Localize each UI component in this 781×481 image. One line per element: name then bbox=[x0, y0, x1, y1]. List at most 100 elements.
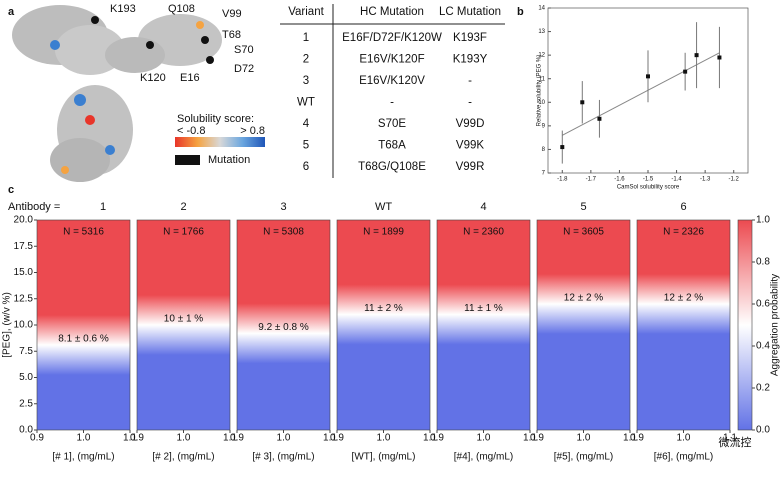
n-label: N = 2360 bbox=[463, 227, 504, 238]
table-cell: V99R bbox=[456, 161, 485, 173]
panel-label: c bbox=[8, 184, 14, 196]
heatmap-panel bbox=[36, 219, 131, 431]
panel-label: b bbox=[517, 6, 524, 18]
x-tick-label: 1.0 bbox=[177, 433, 191, 444]
x-tick-label: 0.9 bbox=[330, 433, 344, 444]
x-tick-label: 0.9 bbox=[630, 433, 644, 444]
panel-title: 3 bbox=[280, 201, 286, 213]
table-cell: 6 bbox=[303, 161, 309, 173]
heatmap-panel bbox=[136, 219, 231, 431]
value-label: 10 ± 1 % bbox=[164, 314, 204, 325]
x-axis-label: [# 2], (mg/mL) bbox=[152, 452, 214, 463]
point bbox=[646, 74, 650, 79]
x-tick-label: 1.1 bbox=[623, 433, 637, 444]
y-tick-label: 5.0 bbox=[19, 372, 33, 383]
point bbox=[560, 145, 565, 150]
residue-label: Q108 bbox=[168, 3, 195, 15]
table-cell: S70E bbox=[378, 118, 406, 130]
y-tick-label: 12 bbox=[538, 53, 545, 59]
panel-title: WT bbox=[375, 201, 392, 213]
x-tick-label: 0.9 bbox=[30, 433, 44, 444]
legend-title: Solubility score: bbox=[177, 113, 254, 125]
table-cell: E16V/K120V bbox=[359, 75, 425, 87]
y-tick-label: 11 bbox=[539, 76, 546, 82]
y-tick-label: 0.0 bbox=[19, 425, 33, 436]
value-label: 8.1 ± 0.6 % bbox=[58, 334, 109, 345]
x-tick-label: 1.0 bbox=[377, 433, 391, 444]
colorbar bbox=[737, 219, 753, 431]
value-label: 12 ± 2 % bbox=[564, 293, 604, 304]
x-tick-label: 1.0 bbox=[577, 433, 591, 444]
y-tick-label: 7.5 bbox=[19, 346, 33, 357]
table-header: Variant bbox=[288, 6, 324, 18]
value-label: 11 ± 2 % bbox=[364, 303, 403, 314]
residue-label: K120 bbox=[140, 72, 166, 84]
x-axis-label: [WT], (mg/mL) bbox=[352, 452, 416, 463]
x-tick-label: 1.1 bbox=[723, 433, 737, 444]
table-cell: - bbox=[468, 75, 472, 87]
x-axis-label: [#5], (mg/mL) bbox=[554, 452, 613, 463]
residue-label: V99 bbox=[222, 8, 242, 20]
panel-title: 2 bbox=[180, 201, 186, 213]
point bbox=[597, 116, 602, 121]
y-tick-label: 20.0 bbox=[14, 215, 34, 226]
table-cell: K193F bbox=[453, 32, 487, 44]
x-tick-label: 0.9 bbox=[230, 433, 244, 444]
heatmap-panel bbox=[636, 219, 731, 431]
colorbar-tick-label: 0.4 bbox=[756, 341, 770, 352]
x-tick-label: 1.0 bbox=[677, 433, 691, 444]
table-cell: V99K bbox=[456, 140, 484, 152]
y-tick-label: 13 bbox=[538, 29, 545, 35]
x-tick-label: -1.8 bbox=[557, 177, 568, 183]
colorbar-tick-label: 0.8 bbox=[756, 257, 770, 268]
y-axis-label: Relative solubility (PEG %) bbox=[537, 55, 543, 127]
x-tick-label: 0.9 bbox=[430, 433, 444, 444]
heatmap-panel bbox=[236, 219, 331, 431]
value-label: 12 ± 2 % bbox=[664, 293, 704, 304]
title-prefix: Antibody = bbox=[8, 201, 60, 213]
table-cell: - bbox=[390, 97, 394, 109]
table-cell: K193Y bbox=[453, 54, 488, 66]
table-cell: 5 bbox=[303, 140, 309, 152]
x-tick-label: 0.9 bbox=[530, 433, 544, 444]
x-axis-label: [# 3], (mg/mL) bbox=[252, 452, 314, 463]
table-lines bbox=[280, 4, 505, 178]
x-axis-label: [#6], (mg/mL) bbox=[654, 452, 713, 463]
table-cell: 1 bbox=[303, 32, 309, 44]
y-tick-label: 8 bbox=[542, 147, 546, 153]
value-label: 9.2 ± 0.8 % bbox=[258, 322, 309, 333]
heatmap-panel bbox=[336, 219, 431, 431]
y-tick-label: 10 bbox=[538, 100, 545, 106]
y-tick-label: 10.0 bbox=[14, 320, 34, 331]
x-tick-label: -1.2 bbox=[729, 177, 740, 183]
colorbar-label: Aggregation probability bbox=[770, 274, 781, 376]
table-cell: T68A bbox=[378, 140, 406, 152]
table-cell: - bbox=[468, 97, 472, 109]
table-header: LC Mutation bbox=[439, 6, 501, 18]
y-tick-label: 17.5 bbox=[14, 241, 34, 252]
point bbox=[580, 100, 585, 105]
table-cell: T68G/Q108E bbox=[358, 161, 426, 173]
n-label: N = 3605 bbox=[563, 227, 604, 238]
panel-title: 1 bbox=[100, 201, 106, 213]
y-tick-label: 15.0 bbox=[14, 267, 34, 278]
residue-label: T68 bbox=[222, 29, 241, 41]
colorbar-tick-label: 0.6 bbox=[756, 299, 770, 310]
x-tick-label: -1.6 bbox=[614, 177, 625, 183]
residue-label: E16 bbox=[180, 72, 200, 84]
n-label: N = 1766 bbox=[163, 227, 204, 238]
x-tick-label: -1.5 bbox=[643, 177, 654, 183]
y-tick-label: 9 bbox=[542, 123, 546, 129]
y-tick-label: 12.5 bbox=[14, 293, 34, 304]
table-cell: 2 bbox=[303, 54, 309, 66]
antibody-structure bbox=[12, 5, 265, 182]
residue-label: S70 bbox=[234, 44, 254, 56]
x-tick-label: 1.0 bbox=[277, 433, 291, 444]
n-label: N = 1899 bbox=[363, 227, 404, 238]
heatmap-panel bbox=[436, 219, 531, 431]
y-tick-label: 14 bbox=[538, 6, 545, 12]
value-label: 11 ± 1 % bbox=[464, 303, 503, 314]
x-tick-label: -1.4 bbox=[671, 177, 682, 183]
table-cell: 3 bbox=[303, 75, 309, 87]
